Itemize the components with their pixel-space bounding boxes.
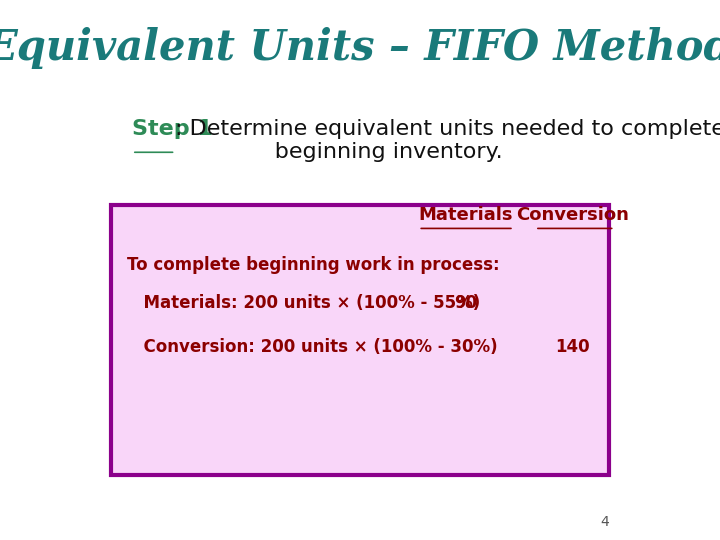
Text: 4: 4 bbox=[600, 515, 609, 529]
Text: Equivalent Units – FIFO Method: Equivalent Units – FIFO Method bbox=[0, 27, 720, 69]
Text: Conversion: Conversion bbox=[516, 206, 629, 224]
Text: Conversion: 200 units × (100% - 30%): Conversion: 200 units × (100% - 30%) bbox=[132, 338, 498, 355]
Text: : Determine equivalent units needed to complete
              beginning inventor: : Determine equivalent units needed to c… bbox=[176, 119, 720, 162]
Text: To complete beginning work in process:: To complete beginning work in process: bbox=[127, 256, 499, 274]
FancyBboxPatch shape bbox=[111, 205, 609, 475]
Text: 90: 90 bbox=[454, 294, 477, 312]
Text: Step 1: Step 1 bbox=[132, 119, 213, 139]
Text: 140: 140 bbox=[555, 338, 590, 355]
Text: Materials: 200 units × (100% - 55%): Materials: 200 units × (100% - 55%) bbox=[132, 294, 480, 312]
Text: Materials: Materials bbox=[419, 206, 513, 224]
